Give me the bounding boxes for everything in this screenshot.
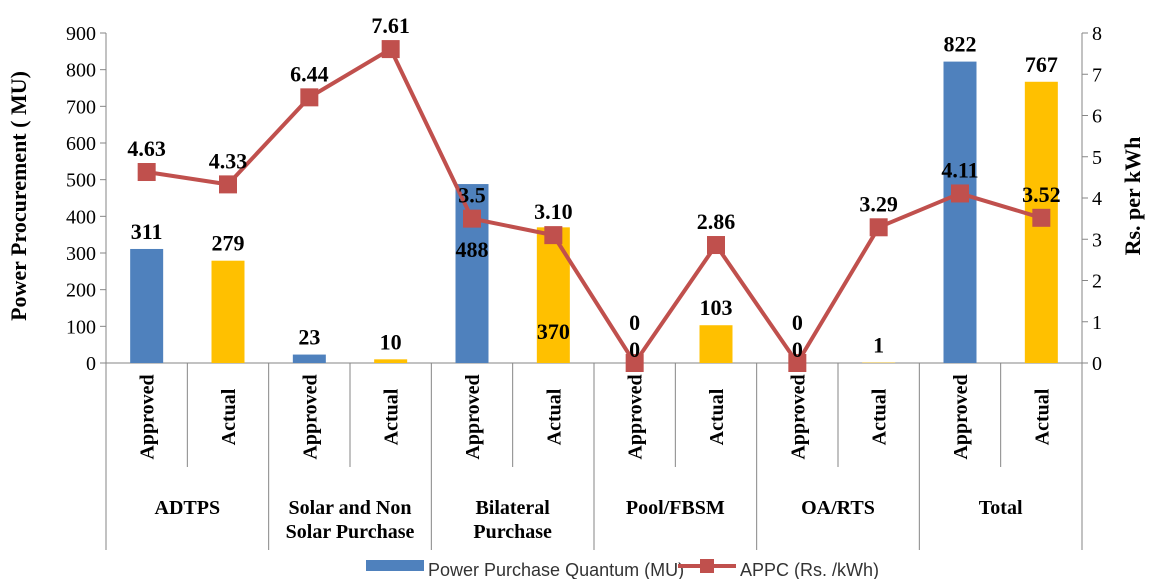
bar-value-label: 103 <box>700 295 733 320</box>
bar-value-label: 279 <box>212 231 245 256</box>
category-label: Approved <box>462 374 484 459</box>
group-label: Purchase <box>473 521 552 543</box>
category-label: Actual <box>869 388 891 445</box>
line-marker <box>707 236 725 255</box>
line-value-label: 0 <box>792 310 803 335</box>
line-marker <box>137 163 156 182</box>
line-marker <box>463 209 481 228</box>
line-value-label: 4.33 <box>209 148 248 173</box>
line-value-label: 6.44 <box>290 61 329 86</box>
y2-tick-label: 3 <box>1092 229 1102 251</box>
y2-axis-title: Rs. per kWh <box>1120 137 1145 256</box>
line-value-label: 3.29 <box>859 191 898 216</box>
y2-tick-label: 4 <box>1092 188 1102 210</box>
line-marker <box>381 40 400 59</box>
group-label: Pool/FBSM <box>626 497 725 519</box>
y-tick-label: 600 <box>66 133 96 155</box>
group-label: Solar and Non <box>288 497 411 519</box>
bar-value-label: 311 <box>131 219 163 244</box>
line-value-label: 0 <box>629 310 640 335</box>
category-label: Approved <box>787 374 809 459</box>
line-value-label: 3.5 <box>458 183 486 208</box>
y2-tick-label: 8 <box>1092 23 1102 45</box>
y-tick-label: 0 <box>86 353 96 375</box>
line-marker <box>625 354 644 372</box>
line-marker <box>544 226 563 245</box>
category-label: Actual <box>218 388 240 445</box>
legend-bar-swatch <box>366 560 424 571</box>
y-tick-label: 100 <box>66 316 96 338</box>
bar-value-label: 488 <box>456 237 489 262</box>
group-label: OA/RTS <box>801 497 875 519</box>
line-value-label: 4.63 <box>127 136 166 161</box>
category-label: Approved <box>137 374 159 459</box>
line-marker <box>869 218 888 237</box>
bar-value-label: 23 <box>298 325 320 350</box>
group-label: Total <box>979 497 1023 519</box>
y-tick-label: 200 <box>66 280 96 302</box>
y2-tick-label: 6 <box>1092 106 1102 128</box>
legend-line-marker <box>700 559 714 573</box>
y-tick-label: 800 <box>66 60 96 82</box>
bar-value-label: 370 <box>537 319 570 344</box>
y-tick-label: 400 <box>66 206 96 228</box>
category-label: Approved <box>625 374 647 459</box>
line-value-label: 2.86 <box>697 209 736 234</box>
line-value-label: 4.11 <box>941 157 978 182</box>
y2-tick-label: 0 <box>1092 353 1102 375</box>
bar-value-label: 1 <box>873 333 884 358</box>
line-marker <box>788 354 807 372</box>
y-tick-label: 500 <box>66 170 96 192</box>
bar-value-label: 822 <box>944 32 977 57</box>
line-marker <box>1032 208 1051 227</box>
y2-tick-label: 7 <box>1092 64 1102 86</box>
category-label: Actual <box>543 388 565 445</box>
bar-value-label: 10 <box>380 329 402 354</box>
category-label: Approved <box>950 374 972 459</box>
group-label: Solar Purchase <box>286 521 415 543</box>
line-value-label: 3.10 <box>534 199 573 224</box>
legend: Power Purchase Quantum (MU) APPC (Rs. /k… <box>366 559 879 579</box>
y-tick-label: 900 <box>66 23 96 45</box>
line-value-label: 7.61 <box>371 13 410 38</box>
bar-value-label: 767 <box>1025 52 1058 77</box>
legend-line-label: APPC (Rs. /kWh) <box>740 560 879 579</box>
line-marker <box>951 184 969 203</box>
line-marker <box>219 175 237 194</box>
axes: 0100200300400500600700800900012345678App… <box>66 23 1102 550</box>
y2-tick-label: 2 <box>1092 271 1102 293</box>
y-tick-label: 300 <box>66 243 96 265</box>
data-labels: 311 279 23 10 488 370 0 103 0 1 822 767 4.63 4.33 6.44… <box>127 13 1060 362</box>
line-series <box>137 40 1051 372</box>
line-path <box>146 47 1042 365</box>
y-tick-label: 700 <box>66 96 96 118</box>
bar-value-label: 0 <box>792 337 803 362</box>
group-label: Bilateral <box>475 497 550 519</box>
category-label: Actual <box>706 388 728 445</box>
bar <box>211 260 245 363</box>
category-label: Actual <box>1031 388 1053 445</box>
bar <box>943 61 977 363</box>
group-label: ADTPS <box>155 497 221 519</box>
y2-tick-label: 1 <box>1092 312 1102 334</box>
bar <box>292 354 326 363</box>
bar <box>130 248 164 363</box>
category-label: Approved <box>299 374 321 459</box>
bar <box>699 325 733 363</box>
category-label: Actual <box>381 388 403 445</box>
y2-tick-label: 5 <box>1092 147 1102 169</box>
line-value-label: 3.52 <box>1022 182 1061 207</box>
bar <box>374 359 408 363</box>
legend-bar-label: Power Purchase Quantum (MU) <box>428 560 684 579</box>
bar-value-label: 0 <box>629 337 640 362</box>
line-marker <box>300 88 319 107</box>
y-axis-title: Power Procurement ( MU) <box>6 71 31 321</box>
bar-series <box>130 61 1058 364</box>
